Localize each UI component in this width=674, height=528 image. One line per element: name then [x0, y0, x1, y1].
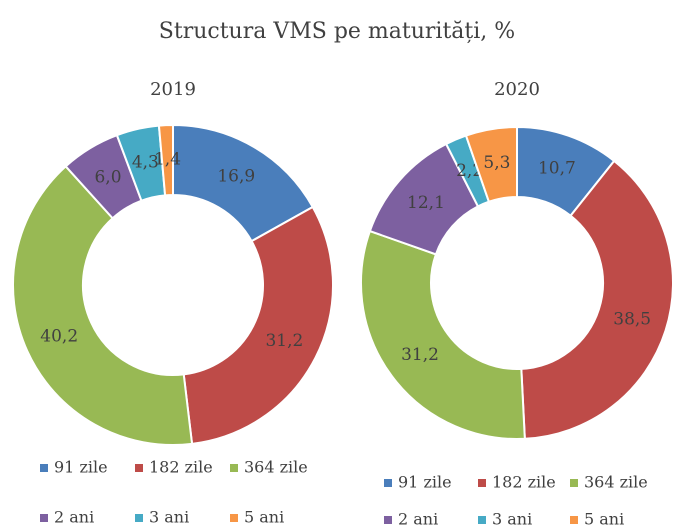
legend-label: 182 zile: [149, 458, 213, 477]
legend-label: 91 zile: [398, 473, 452, 492]
legend-label: 91 zile: [54, 458, 108, 477]
legend-swatch: [570, 479, 578, 487]
legend-label: 364 zile: [244, 458, 308, 477]
legend-swatch: [135, 464, 143, 472]
legend-label: 182 zile: [492, 473, 556, 492]
legend-label: 5 ani: [244, 508, 284, 527]
data-label: 38,5: [613, 310, 651, 330]
legend-swatch: [384, 516, 392, 524]
data-label: 40,2: [40, 326, 78, 346]
legend-swatch: [40, 464, 48, 472]
legend-label: 3 ani: [492, 510, 532, 528]
legend-swatch: [478, 516, 486, 524]
donut-segment: [157, 123, 174, 197]
donut-segment: [360, 229, 526, 440]
donut-segment: [182, 205, 334, 445]
data-label: 5,3: [483, 153, 510, 173]
data-label: 4,3: [132, 153, 159, 173]
donut-segment: [520, 159, 674, 440]
legend-label: 364 zile: [584, 473, 648, 492]
chart-subtitle: 2019: [150, 79, 196, 100]
legend-swatch: [384, 479, 392, 487]
legend-label: 3 ani: [149, 508, 189, 527]
data-label: 16,9: [217, 167, 255, 187]
data-label: 1,4: [154, 150, 181, 170]
data-label: 31,2: [401, 345, 439, 365]
chart-subtitle: 2020: [494, 79, 540, 100]
data-label: 31,2: [265, 331, 303, 351]
legend-label: 2 ani: [398, 510, 438, 528]
legend-label: 5 ani: [584, 510, 624, 528]
legend-swatch: [135, 514, 143, 522]
legend-swatch: [570, 516, 578, 524]
data-label: 12,1: [407, 193, 445, 213]
legend-label: 2 ani: [54, 508, 94, 527]
data-label: 6,0: [94, 168, 121, 188]
donut-segment: [12, 164, 194, 446]
legend-swatch: [230, 514, 238, 522]
donut-segment: [464, 125, 518, 203]
legend-swatch: [478, 479, 486, 487]
legend-swatch: [40, 514, 48, 522]
chart-title: Structura VMS pe maturități, %: [159, 19, 515, 44]
data-label: 10,7: [538, 158, 576, 178]
legend-swatch: [230, 464, 238, 472]
